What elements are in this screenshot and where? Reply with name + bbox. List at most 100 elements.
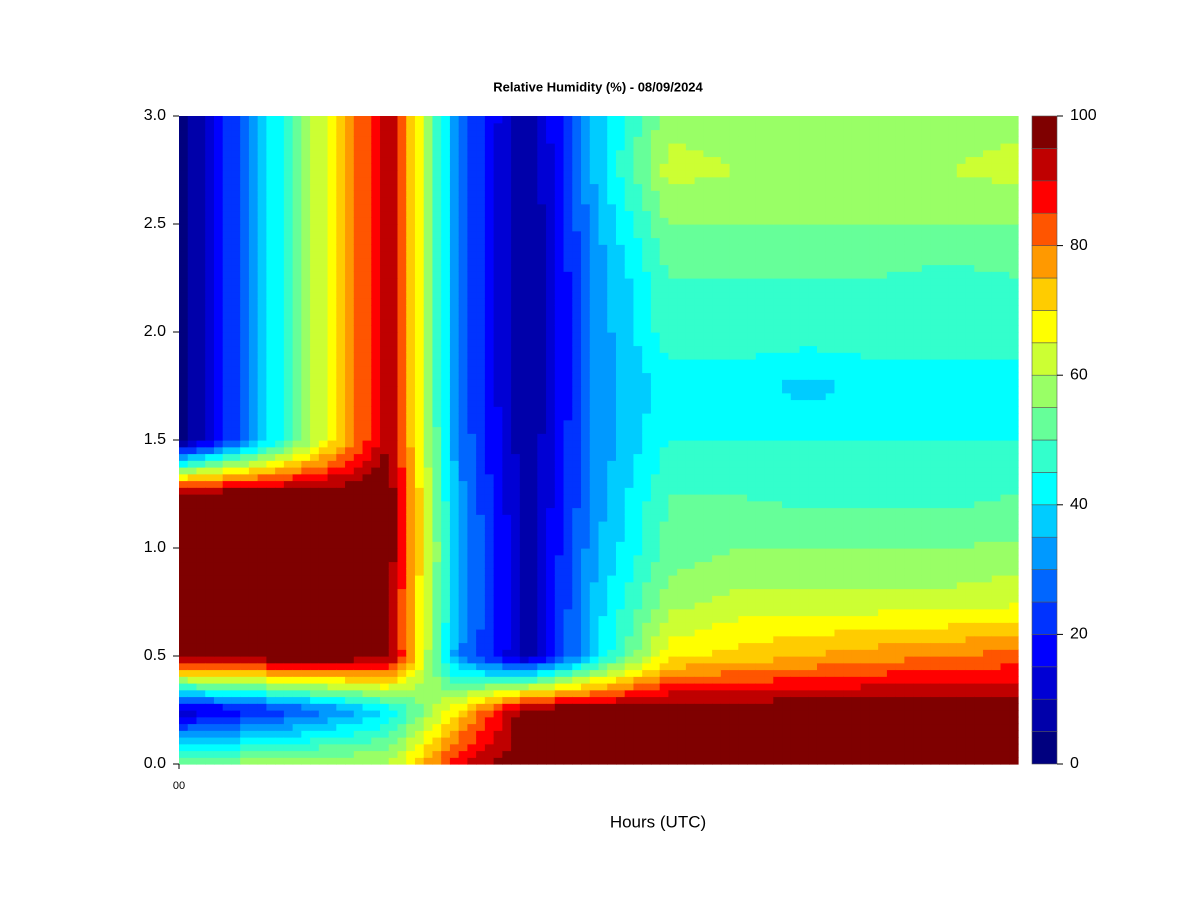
contour-patch (860, 467, 871, 475)
contour-patch (432, 629, 442, 637)
contour-patch (782, 473, 792, 482)
contour-patch (921, 588, 932, 596)
contour-patch (222, 608, 233, 617)
contour-patch (808, 676, 818, 684)
contour-patch (231, 622, 241, 630)
contour-patch (860, 635, 871, 644)
contour-patch (563, 595, 573, 603)
contour-patch (257, 642, 267, 650)
contour-patch (650, 561, 661, 569)
contour-patch (913, 689, 923, 698)
contour-patch (991, 629, 1002, 637)
contour-patch (572, 494, 582, 502)
contour-patch (808, 696, 818, 704)
contour-patch (336, 446, 346, 455)
contour-patch (633, 440, 643, 448)
contour-patch (187, 581, 198, 590)
contour-patch (869, 750, 879, 758)
contour-patch (336, 527, 346, 536)
contour-patch (913, 460, 923, 468)
contour-patch (458, 683, 469, 691)
contour-patch (502, 406, 512, 414)
contour-patch (851, 527, 862, 536)
contour-patch (179, 487, 189, 495)
contour-patch (572, 548, 582, 556)
contour-patch (336, 730, 346, 738)
contour-patch (799, 548, 809, 556)
contour-patch (729, 473, 739, 482)
contour-patch (948, 460, 958, 468)
contour-patch (598, 737, 608, 745)
contour-patch (904, 635, 914, 644)
contour-patch (441, 662, 451, 671)
contour-patch (956, 548, 967, 556)
contour-patch (808, 541, 818, 549)
contour-patch (677, 730, 687, 738)
contour-patch (677, 568, 687, 576)
contour-patch (371, 602, 381, 610)
contour-patch (292, 433, 302, 441)
contour-patch (589, 622, 600, 630)
contour-patch (528, 622, 538, 630)
contour-patch (598, 710, 608, 718)
contour-patch (432, 669, 442, 677)
contour-patch (414, 602, 425, 610)
contour-patch (546, 635, 556, 644)
contour-patch (782, 750, 792, 758)
contour-patch (913, 662, 923, 671)
contour-patch (615, 575, 626, 583)
contour-patch (755, 703, 766, 711)
contour-patch (808, 635, 818, 644)
contour-patch (406, 500, 416, 509)
contour-patch (537, 656, 547, 664)
contour-patch (860, 440, 871, 448)
contour-patch (213, 386, 224, 394)
contour-patch (196, 629, 206, 637)
contour-patch (362, 413, 372, 421)
contour-patch (878, 527, 888, 536)
contour-patch (572, 710, 582, 718)
contour-patch (816, 588, 827, 596)
contour-patch (240, 743, 250, 752)
contour-patch (851, 541, 862, 549)
contour-patch (773, 514, 783, 522)
contour-patch (345, 413, 355, 421)
contour-patch (511, 399, 521, 407)
contour-patch (537, 635, 547, 644)
contour-patch (755, 534, 766, 542)
contour-patch (371, 669, 381, 677)
contour-patch (537, 575, 547, 583)
contour-patch (615, 737, 626, 745)
contour-patch (694, 669, 704, 677)
contour-patch (834, 608, 844, 617)
contour-patch (257, 460, 267, 468)
contour-patch (983, 635, 993, 644)
contour-patch (449, 487, 460, 495)
contour-patch (187, 386, 198, 394)
contour-patch (712, 635, 722, 644)
contour-patch (231, 676, 241, 684)
contour-patch (205, 494, 215, 502)
contour-patch (712, 750, 722, 758)
contour-patch (406, 649, 416, 657)
contour-cell (388, 602, 460, 657)
contour-patch (904, 514, 914, 522)
contour-patch (371, 527, 381, 536)
contour-patch (869, 649, 879, 657)
contour-patch (502, 507, 512, 515)
contour-patch (755, 588, 766, 596)
contour-patch (467, 737, 477, 745)
contour-patch (615, 656, 626, 664)
contour-patch (790, 602, 801, 610)
contour-patch (598, 662, 608, 671)
contour-patch (502, 676, 512, 684)
contour-patch (755, 548, 766, 556)
contour-patch (694, 527, 704, 536)
contour-patch (502, 656, 512, 664)
contour-patch (607, 588, 617, 596)
contour-patch (694, 730, 704, 738)
contour-patch (179, 433, 189, 441)
contour-patch (939, 473, 949, 482)
contour-patch (825, 642, 836, 650)
contour-patch (624, 669, 635, 677)
